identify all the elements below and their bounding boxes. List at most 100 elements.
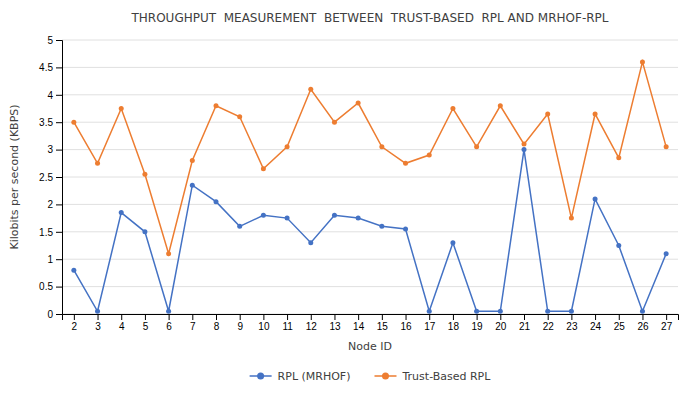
x-tick: 25 xyxy=(614,314,626,332)
grid xyxy=(62,40,678,314)
x-tick: 3 xyxy=(95,314,101,332)
x-tick: 15 xyxy=(377,314,389,332)
y-tick: 4.5 xyxy=(39,62,62,73)
y-tick-label: 1 xyxy=(47,254,53,265)
point xyxy=(616,243,621,248)
x-tick: 19 xyxy=(472,314,484,332)
point xyxy=(569,309,574,314)
x-tick: 24 xyxy=(590,314,602,332)
x-tick-label: 8 xyxy=(214,321,220,332)
point xyxy=(142,172,147,177)
x-tick-mark xyxy=(169,314,170,320)
x-tick-label: 11 xyxy=(282,321,293,332)
point xyxy=(332,120,337,125)
point xyxy=(214,199,219,204)
x-tick: 4 xyxy=(119,314,125,332)
x-tick-label: 15 xyxy=(377,321,389,332)
y-tick-label: 5 xyxy=(47,35,53,46)
x-tick-mark xyxy=(192,314,193,320)
x-tick-mark xyxy=(216,314,217,320)
point xyxy=(285,144,290,149)
x-tick-label: 14 xyxy=(353,321,365,332)
x-tick-label: 7 xyxy=(190,321,196,332)
x-tick: 16 xyxy=(400,314,412,332)
x-tick: 27 xyxy=(661,314,673,332)
point xyxy=(71,120,76,125)
y-tick-mark xyxy=(56,95,62,96)
grid-line xyxy=(62,286,678,287)
x-axis-title: Node ID xyxy=(348,340,392,353)
y-tick: 3 xyxy=(47,144,62,155)
grid-line xyxy=(62,67,678,68)
legend-item: Trust-Based RPL xyxy=(374,370,491,383)
y-tick: 1 xyxy=(47,254,62,265)
point xyxy=(427,153,432,158)
x-tick-mark xyxy=(429,314,430,320)
point xyxy=(616,155,621,160)
x-tick-label: 18 xyxy=(448,321,460,332)
point xyxy=(356,216,361,221)
point xyxy=(664,144,669,149)
point xyxy=(450,240,455,245)
y-tick-mark xyxy=(56,122,62,123)
y-axis-title: Kilobits per second (KBPS) xyxy=(8,104,21,249)
x-tick-label: 20 xyxy=(495,321,507,332)
point xyxy=(308,87,313,92)
grid-line xyxy=(62,122,678,123)
x-tick-mark xyxy=(74,314,75,320)
y-tick: 3.5 xyxy=(39,117,62,128)
x-axis: 2345678910111213141516171819202122232425… xyxy=(63,314,679,332)
grid-line xyxy=(62,259,678,260)
chart: 2345678910111213141516171819202122232425… xyxy=(0,0,700,396)
x-axis-line xyxy=(63,315,679,321)
point xyxy=(119,210,124,215)
x-tick-mark xyxy=(145,314,146,320)
y-tick-mark xyxy=(56,40,62,41)
marks xyxy=(71,59,668,313)
point xyxy=(427,309,432,314)
point xyxy=(640,309,645,314)
point xyxy=(379,224,384,229)
x-tick: 7 xyxy=(190,314,196,332)
x-tick-mark xyxy=(406,314,407,320)
y-tick-label: 0 xyxy=(47,309,53,320)
x-tick-mark xyxy=(453,314,454,320)
point xyxy=(166,251,171,256)
y-tick-mark xyxy=(56,67,62,68)
x-tick-mark xyxy=(571,314,572,320)
x-tick-label: 26 xyxy=(637,321,649,332)
y-tick: 1.5 xyxy=(39,227,62,238)
point xyxy=(593,111,598,116)
point xyxy=(95,309,100,314)
point xyxy=(593,196,598,201)
x-tick-label: 12 xyxy=(306,321,318,332)
y-tick-mark xyxy=(56,204,62,205)
x-tick-mark xyxy=(382,314,383,320)
y-tick-mark xyxy=(56,232,62,233)
point xyxy=(403,161,408,166)
x-tick: 10 xyxy=(258,314,270,332)
point xyxy=(237,114,242,119)
y-tick: 2 xyxy=(47,199,62,210)
y-tick-label: 3 xyxy=(47,144,53,155)
legend: RPL (MRHOF) Trust-Based RPL xyxy=(250,370,492,383)
point xyxy=(569,216,574,221)
y-tick: 5 xyxy=(47,35,62,46)
point xyxy=(474,144,479,149)
y-tick: 0 xyxy=(47,309,62,320)
x-tick-label: 16 xyxy=(400,321,412,332)
y-tick-mark xyxy=(56,259,62,260)
x-tick-mark xyxy=(287,314,288,320)
series xyxy=(71,59,668,256)
y-tick-label: 0.5 xyxy=(39,281,53,292)
y-tick: 4 xyxy=(47,90,62,101)
point xyxy=(214,103,219,108)
y-tick-label: 1.5 xyxy=(39,227,53,238)
x-tick-label: 25 xyxy=(614,321,626,332)
x-tick-label: 2 xyxy=(72,321,78,332)
grid-line xyxy=(62,94,678,95)
point xyxy=(640,59,645,64)
x-tick: 22 xyxy=(543,314,555,332)
point xyxy=(403,227,408,232)
legend-item: RPL (MRHOF) xyxy=(250,370,351,383)
